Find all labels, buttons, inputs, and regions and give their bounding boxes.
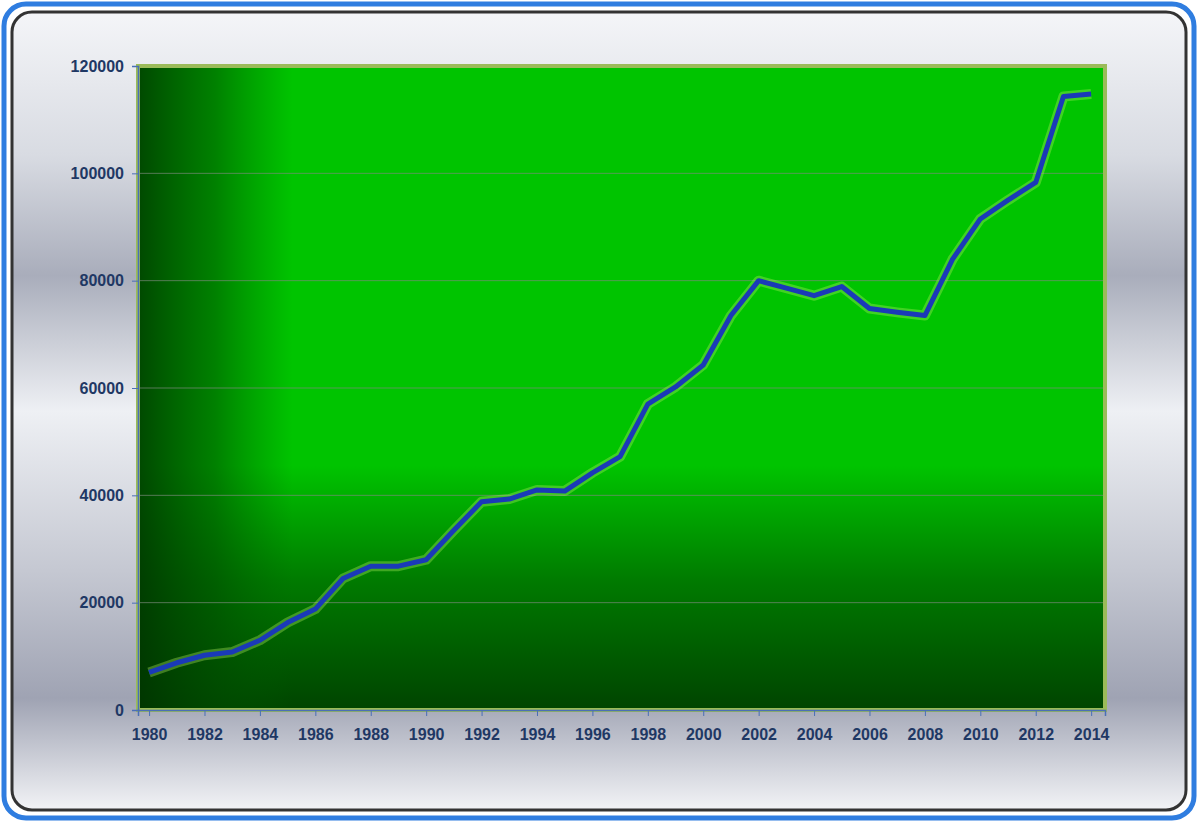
x-tick: 1982 [187,710,223,743]
x-axis: 1980 1982 1984 1986 1988 1990 1992 1994 1996 1998… [132,710,1110,743]
x-tick: 2006 [852,710,888,743]
x-tick-mark [1091,710,1092,716]
y-tick: 0 [115,702,138,719]
x-tick-label: 2008 [908,726,944,743]
x-tick-label: 1982 [187,726,223,743]
x-tick: 1994 [520,710,556,743]
plot-background [138,66,1105,710]
x-tick-mark [315,710,316,716]
x-tick: 2004 [797,710,833,743]
y-tick: 120000 [71,58,138,75]
y-tick-label: 20000 [80,594,125,611]
chart-background [12,12,1186,810]
x-tick-mark [204,710,205,716]
x-axis-line [139,711,1106,717]
x-tick-label: 2014 [1074,726,1110,743]
y-tick-label: 80000 [80,272,125,289]
x-tick: 1996 [575,710,611,743]
x-tick-mark [648,710,649,716]
x-tick: 2008 [908,710,944,743]
x-tick-label: 1980 [132,726,168,743]
x-tick-label: 2010 [963,726,999,743]
plot-shade [138,66,1105,710]
x-tick-label: 1992 [464,726,500,743]
line [149,94,1091,673]
y-tick: 40000 [80,487,139,504]
y-tick-label: 100000 [71,165,124,182]
plot-frame [138,66,1105,710]
x-tick: 1980 [132,710,168,743]
chart: 1980 1982 1984 1986 1988 1990 1992 1994 1996 1998… [0,0,1198,822]
x-tick-mark [869,710,870,716]
x-tick-label: 1986 [298,726,334,743]
x-tick-label: 2006 [852,726,888,743]
x-tick-label: 1998 [631,726,667,743]
x-tick: 1992 [464,710,500,743]
x-tick-mark [814,710,815,716]
y-tick: 100000 [71,165,138,182]
x-tick-mark [703,710,704,716]
y-tick-mark [132,388,138,389]
y-tick-mark [132,495,138,496]
y-tick-mark [132,710,138,711]
grid-line [138,388,1105,389]
grid [138,66,1105,710]
x-tick-mark [925,710,926,716]
y-tick-label: 40000 [80,487,125,504]
grid-line [138,280,1105,281]
x-tick-label: 1996 [575,726,611,743]
y-tick-label: 60000 [80,380,125,397]
y-tick-mark [132,281,138,282]
y-axis-line [132,67,139,711]
x-tick-mark [759,710,760,716]
x-tick: 1990 [409,710,445,743]
x-tick-mark [592,710,593,716]
x-tick-mark [980,710,981,716]
x-tick-mark [371,710,372,716]
grid-line [138,173,1105,174]
x-tick: 2014 [1074,710,1110,743]
outer-border [4,4,1194,818]
x-tick: 2002 [741,710,777,743]
x-tick: 2012 [1018,710,1054,743]
x-tick-mark [482,710,483,716]
x-tick: 1984 [243,710,279,743]
x-tick-label: 2002 [741,726,777,743]
x-tick-mark [537,710,538,716]
plot [149,94,1091,673]
y-tick: 80000 [80,272,139,289]
x-tick-mark [260,710,261,716]
x-tick: 2000 [686,710,722,743]
x-tick-label: 1994 [520,726,556,743]
x-tick-label: 1984 [243,726,279,743]
x-tick-label: 2000 [686,726,722,743]
x-tick-label: 2012 [1018,726,1054,743]
x-tick-mark [426,710,427,716]
x-tick-mark [1036,710,1037,716]
x-tick-label: 1990 [409,726,445,743]
x-tick: 1988 [353,710,389,743]
y-tick-mark [132,66,138,67]
x-tick-label: 2004 [797,726,833,743]
grid-line [138,495,1105,496]
x-tick-mark [149,710,150,716]
y-tick-label: 120000 [71,58,124,75]
y-tick-mark [132,603,138,604]
x-tick: 2010 [963,710,999,743]
x-tick: 1998 [631,710,667,743]
x-tick-label: 1988 [353,726,389,743]
grid-line [138,602,1105,603]
line-glow [149,94,1091,673]
y-tick: 60000 [80,380,139,397]
x-tick: 1986 [298,710,334,743]
y-tick-mark [132,173,138,174]
y-tick-label: 0 [115,702,124,719]
y-axis: 0 20000 40000 60000 80000 100000 120000 [71,58,139,719]
y-tick: 20000 [80,594,139,611]
